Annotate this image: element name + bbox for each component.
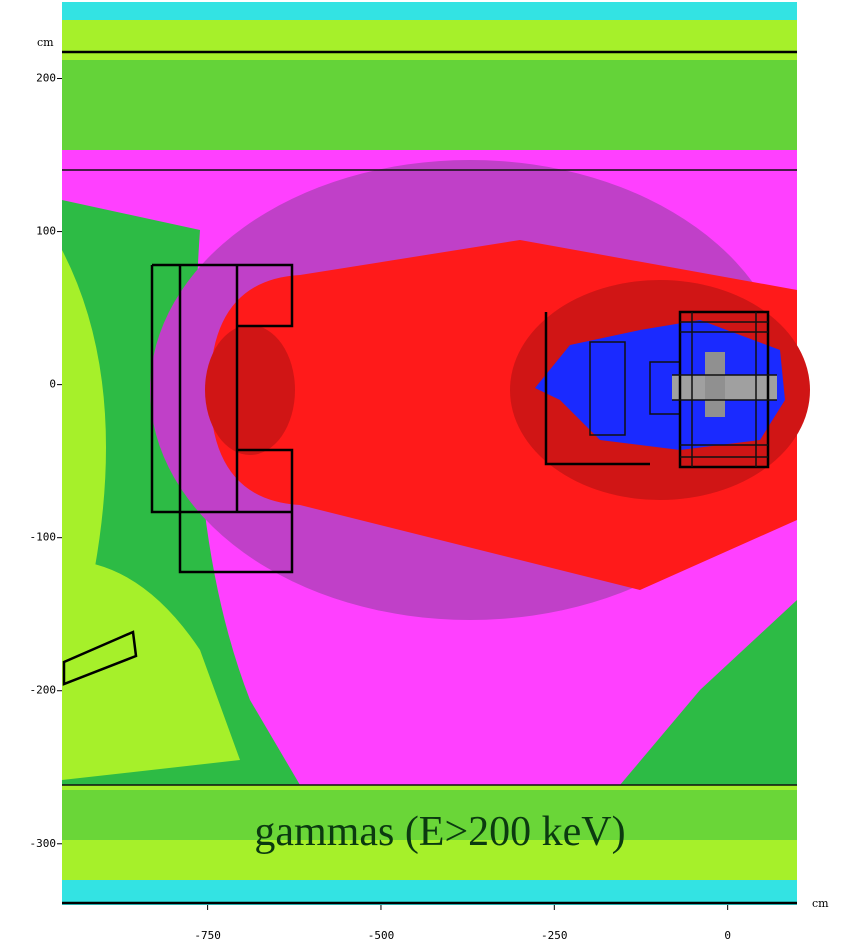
y-tick-label: -100 (30, 531, 57, 544)
y-tick-label: 0 (49, 378, 56, 391)
x-tick-label: -250 (541, 929, 568, 942)
y-tick-label: 100 (36, 225, 56, 238)
region-green (62, 60, 797, 160)
annotation: gammas (E>200 keV) (254, 809, 625, 855)
dose-map (62, 2, 810, 905)
y-tick-label: -200 (30, 684, 57, 697)
chart: cm cm gammas (E>200 keV) -750 -500 -250 0 20… (0, 0, 842, 950)
x-tick-label: 0 (724, 929, 731, 942)
y-tick-label: 200 (36, 72, 56, 85)
region-gray (705, 352, 725, 417)
x-unit: cm (812, 897, 829, 910)
x-tick-label: -750 (194, 929, 221, 942)
y-unit: cm (37, 36, 54, 49)
region-darkred (205, 325, 295, 455)
y-tick-label: -300 (30, 837, 57, 850)
x-tick-label: -500 (368, 929, 395, 942)
